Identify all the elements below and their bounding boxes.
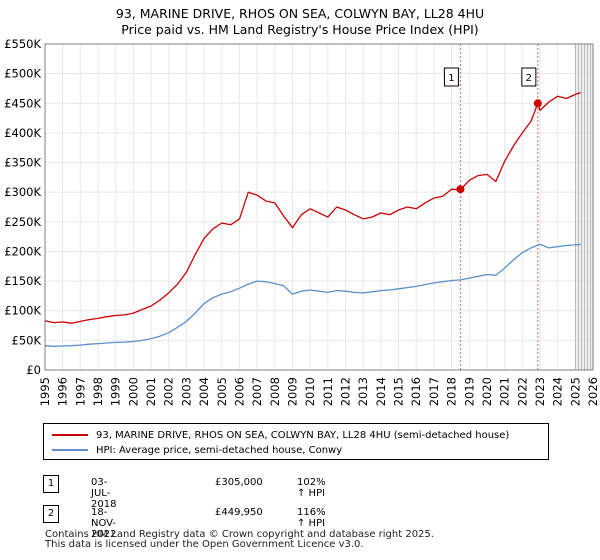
x-tick-label: 2020	[480, 377, 494, 406]
chart-legend: 93, MARINE DRIVE, RHOS ON SEA, COLWYN BA…	[43, 423, 549, 460]
sale-marker-badge: 1	[43, 475, 59, 493]
x-tick-label: 2009	[285, 377, 299, 406]
y-tick-label: £200K	[4, 244, 41, 258]
sale-marker-badge: 2	[43, 505, 59, 523]
plot-background	[45, 44, 593, 370]
legend-item-hpi: HPI: Average price, semi-detached house,…	[52, 443, 342, 457]
x-tick-label: 2015	[392, 377, 406, 406]
chart-title-line1: 93, MARINE DRIVE, RHOS ON SEA, COLWYN BA…	[115, 6, 485, 21]
y-tick-label: £300K	[4, 185, 41, 199]
y-tick-label: £150K	[4, 274, 41, 288]
sale-hpi-change: 116% ↑ HPI	[297, 507, 326, 529]
x-tick-label: 2013	[356, 377, 370, 406]
x-tick-label: 2005	[215, 377, 229, 406]
x-tick-label: 2010	[303, 377, 317, 406]
x-tick-label: 1997	[73, 377, 87, 406]
chart-title-line2: Price paid vs. HM Land Registry's House …	[121, 22, 479, 37]
y-tick-label: £250K	[4, 215, 41, 229]
x-tick-label: 2022	[515, 377, 529, 406]
sale-label-text: 2	[526, 73, 532, 84]
x-tick-label: 2011	[321, 377, 335, 406]
series-line-property	[44, 91, 581, 324]
plot-frame	[44, 43, 594, 371]
legend-swatch-hpi	[52, 449, 88, 451]
y-tick-label: £0	[26, 363, 41, 377]
y-tick-label: £100K	[4, 304, 41, 318]
x-tick-label: 2017	[427, 377, 441, 406]
x-tick-label: 2006	[232, 377, 246, 406]
x-tick-label: 2016	[409, 377, 423, 406]
footer-line1: Contains HM Land Registry data © Crown c…	[45, 529, 434, 540]
price-chart: £0 £50K £100K £150K £200K £250K £300K £350K £400…	[4, 37, 600, 406]
footer-attribution: Contains HM Land Registry data © Crown c…	[45, 530, 434, 550]
x-tick-label: 2003	[179, 377, 193, 406]
x-tick-label: 2012	[339, 377, 353, 406]
sale-label-box	[521, 67, 537, 87]
y-tick-label: £400K	[4, 126, 41, 140]
y-tick-label: £500K	[4, 67, 41, 81]
footer-line2: This data is licensed under the Open Gov…	[45, 539, 364, 550]
y-tick-label: £550K	[4, 37, 41, 51]
sale-date: 18-NOV-2022	[91, 507, 117, 540]
x-tick-label: 2007	[250, 377, 264, 406]
x-tick-label: 2000	[126, 377, 140, 406]
x-tick-label: 2008	[268, 377, 282, 406]
series-line-hpi	[44, 243, 581, 347]
x-tick-label: 1995	[38, 377, 52, 406]
legend-label-property: 93, MARINE DRIVE, RHOS ON SEA, COLWYN BA…	[96, 429, 510, 441]
legend-swatch-property	[52, 434, 88, 436]
x-tick-label: 2014	[374, 377, 388, 406]
x-tick-label: 2026	[586, 377, 600, 406]
sale-hpi-change: 102% ↑ HPI	[297, 477, 326, 499]
legend-item-property: 93, MARINE DRIVE, RHOS ON SEA, COLWYN BA…	[52, 428, 509, 442]
x-tick-label: 2024	[551, 377, 565, 406]
x-tick-label: 2023	[533, 377, 547, 406]
sale-point	[533, 99, 542, 108]
legend-label-hpi: HPI: Average price, semi-detached house,…	[96, 444, 343, 456]
sale-label-text: 1	[448, 73, 454, 84]
x-tick-label: 2002	[162, 377, 176, 406]
sale-label-box	[443, 67, 459, 87]
x-tick-label: 1998	[91, 377, 105, 406]
x-tick-label: 2004	[197, 377, 211, 406]
sale-date: 03-JUL-2018	[91, 477, 117, 510]
x-tick-label: 2001	[144, 377, 158, 406]
sale-point	[456, 185, 465, 194]
x-tick-label: 2019	[462, 377, 476, 406]
x-tick-label: 2025	[568, 377, 582, 406]
y-tick-label: £450K	[4, 96, 41, 110]
y-tick-label: £50K	[12, 333, 42, 347]
sale-price: £449,950	[215, 507, 263, 518]
y-tick-label: £350K	[4, 156, 41, 170]
x-tick-label: 2018	[445, 377, 459, 406]
x-tick-label: 2021	[498, 377, 512, 406]
sale-price: £305,000	[215, 477, 263, 488]
chart-title: 93, MARINE DRIVE, RHOS ON SEA, COLWYN BA…	[0, 6, 600, 38]
x-tick-label: 1996	[56, 377, 70, 406]
x-tick-label: 1999	[109, 377, 123, 406]
